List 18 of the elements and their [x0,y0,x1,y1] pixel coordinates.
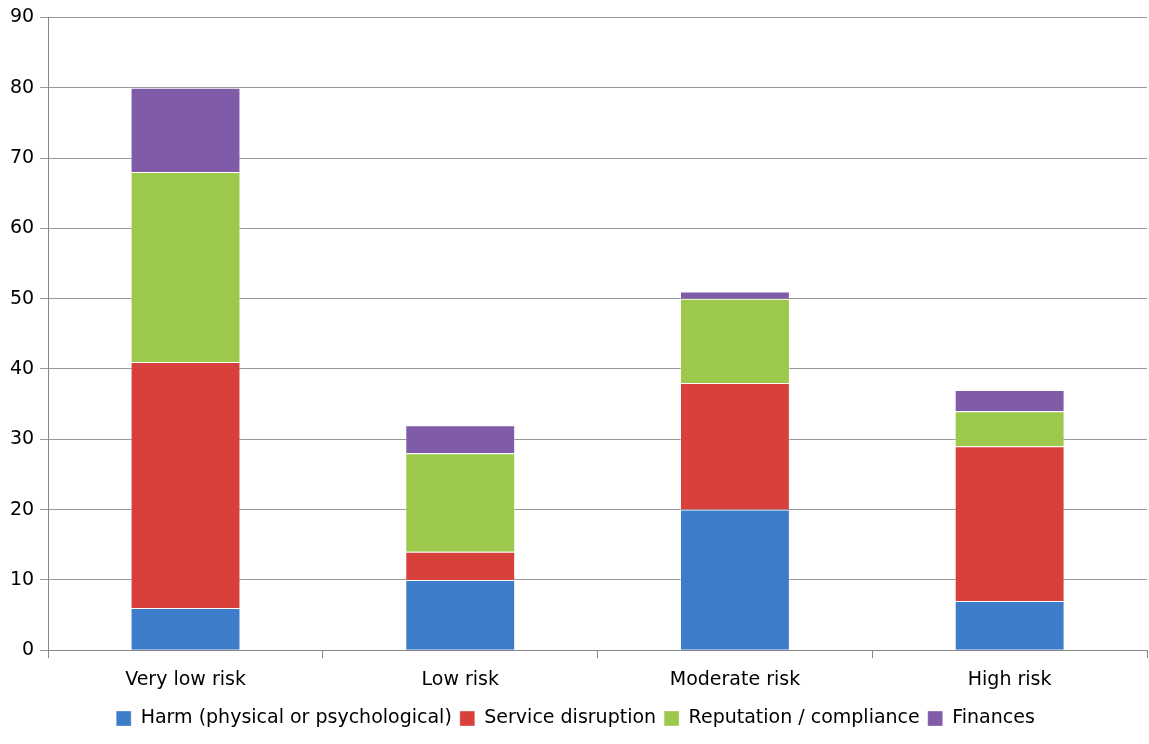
legend-label: Service disruption [484,705,657,728]
x-tick-label: Very low risk [125,666,246,689]
legend-label: Harm (physical or psychological) [140,705,452,728]
y-tick-label: 10 [9,566,35,589]
legend-label: Reputation / compliance [688,705,920,728]
y-tick-label: 90 [9,4,35,27]
y-tick-label: 30 [9,426,35,449]
y-tick-label: 50 [9,285,35,308]
x-tick-label: High risk [967,666,1052,689]
y-tick-label: 40 [9,355,35,378]
y-tick-label: 60 [9,215,35,238]
x-tick-label: Moderate risk [669,666,801,689]
x-tick-label: Low risk [421,666,499,689]
y-tick-label: 0 [22,637,35,660]
y-tick-label: 70 [9,144,35,167]
y-tick-label: 20 [9,496,35,519]
y-tick-label: 80 [9,74,35,97]
legend-label: Finances [952,705,1035,728]
